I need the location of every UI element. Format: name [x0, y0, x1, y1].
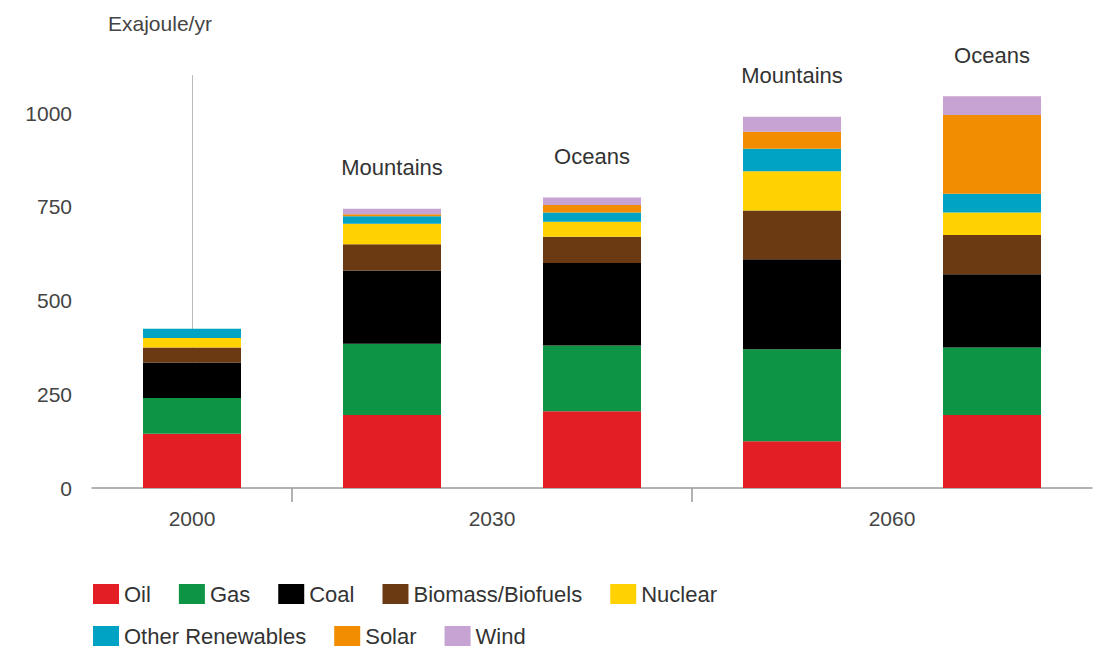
svg-text:2030: 2030: [469, 507, 516, 530]
svg-text:Exajoule/yr: Exajoule/yr: [108, 12, 212, 35]
svg-text:Mountains: Mountains: [741, 63, 843, 88]
svg-text:Gas: Gas: [210, 582, 250, 607]
svg-text:750: 750: [37, 195, 72, 218]
svg-text:Oceans: Oceans: [554, 144, 630, 169]
svg-text:Wind: Wind: [476, 624, 526, 649]
svg-text:Oil: Oil: [124, 582, 151, 607]
svg-text:2060: 2060: [869, 507, 916, 530]
svg-text:Mountains: Mountains: [341, 155, 443, 180]
svg-text:500: 500: [37, 289, 72, 312]
svg-text:Coal: Coal: [309, 582, 354, 607]
svg-text:2000: 2000: [169, 507, 216, 530]
svg-text:1000: 1000: [25, 102, 72, 125]
svg-text:Oceans: Oceans: [954, 43, 1030, 68]
svg-text:Biomass/Biofuels: Biomass/Biofuels: [413, 582, 582, 607]
svg-text:Nuclear: Nuclear: [641, 582, 717, 607]
svg-text:Solar: Solar: [365, 624, 416, 649]
svg-text:0: 0: [60, 477, 72, 500]
svg-text:Other Renewables: Other Renewables: [124, 624, 306, 649]
svg-text:250: 250: [37, 383, 72, 406]
